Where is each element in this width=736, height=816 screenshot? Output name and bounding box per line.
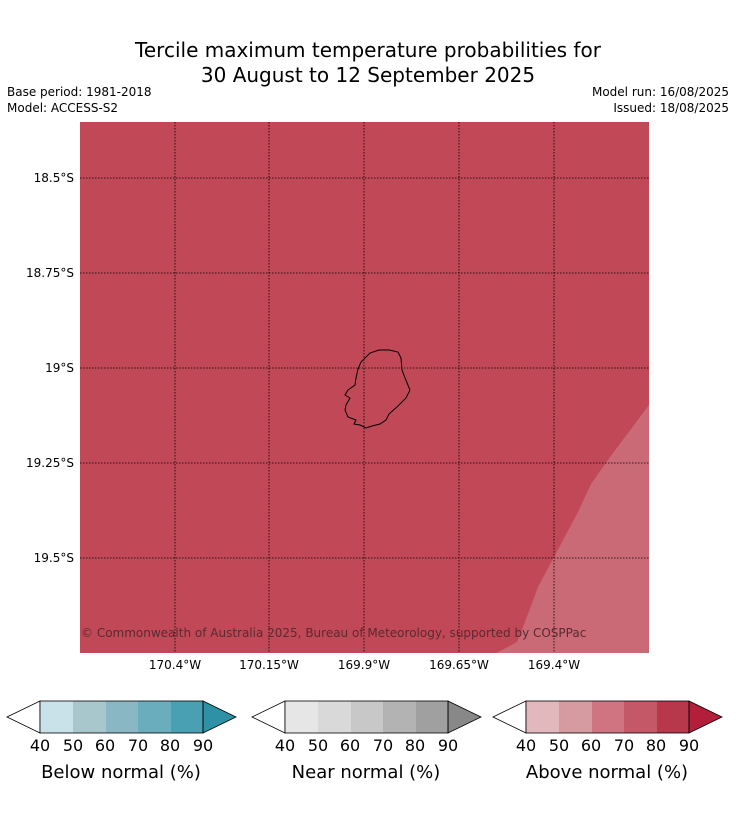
title-line-1: Tercile maximum temperature probabilitie… (135, 38, 601, 62)
lon-label: 170.15°W (239, 658, 299, 672)
colorbar-near (251, 700, 482, 734)
colorbar-high-extend (689, 701, 722, 733)
lat-label: 19.25°S (26, 456, 74, 470)
colorbar-segment (40, 701, 73, 733)
lon-label: 169.9°W (337, 658, 391, 672)
colorbar-segment (73, 701, 106, 733)
tick-label: 40 (274, 736, 296, 755)
colorbar-segment (657, 701, 689, 733)
lon-label: 169.65°W (429, 658, 489, 672)
colorbar-segment (285, 701, 318, 733)
lon-label: 169.4°W (527, 658, 581, 672)
colorbar-segment (592, 701, 624, 733)
colorbar-below-label: Below normal (%) (41, 762, 201, 783)
tick-label: 60 (94, 736, 116, 755)
colorbar-near-label: Near normal (%) (291, 762, 441, 783)
meta-right: Model run: 16/08/2025 Issued: 18/08/2025 (592, 84, 729, 116)
colorbar-above (492, 700, 723, 734)
colorbar-low-extend (6, 700, 41, 734)
tick-label: 40 (515, 736, 537, 755)
colorbar-segment (171, 701, 203, 733)
colorbar-low-extend (251, 700, 286, 734)
tick-label: 70 (372, 736, 394, 755)
colorbar-segment (526, 701, 559, 733)
colorbar-segment (383, 701, 416, 733)
lat-label: 19.5°S (33, 551, 74, 565)
colorbar-high-border (202, 700, 237, 734)
map-panel[interactable] (80, 122, 649, 653)
colorbar-above-label: Above normal (%) (525, 762, 689, 783)
model-run: Model run: 16/08/2025 (591, 85, 729, 99)
tick-label: 90 (678, 736, 700, 755)
lat-label: 18.5°S (33, 171, 74, 185)
base-period: Base period: 1981-2018 (7, 85, 152, 99)
model-name: Model: ACCESS-S2 (7, 101, 119, 115)
colorbar-high-border (447, 700, 482, 734)
colorbar-segment (416, 701, 448, 733)
colorbar-low-extend (492, 700, 527, 734)
colorbar-below (6, 700, 237, 734)
map-svg (80, 122, 649, 653)
copyright-notice: © Commonwealth of Australia 2025, Bureau… (81, 626, 587, 640)
tick-label: 80 (404, 736, 426, 755)
map-title: Tercile maximum temperature probabilitie… (0, 38, 736, 88)
title-line-2: 30 August to 12 September 2025 (200, 63, 536, 87)
colorbar-segment (318, 701, 351, 733)
probability-area-lighter (496, 405, 649, 653)
tick-label: 50 (548, 736, 570, 755)
colorbar-segment (138, 701, 171, 733)
tick-label: 60 (339, 736, 361, 755)
tick-label: 40 (29, 736, 51, 755)
tick-label: 70 (127, 736, 149, 755)
issued-date: Issued: 18/08/2025 (613, 101, 729, 115)
lon-label: 170.4°W (148, 658, 202, 672)
tick-label: 70 (613, 736, 635, 755)
lat-label: 18.75°S (26, 266, 74, 280)
tick-label: 60 (580, 736, 602, 755)
tick-label: 90 (192, 736, 214, 755)
colorbar-high-extend (448, 701, 481, 733)
colorbar-segment (624, 701, 657, 733)
colorbar-high-border (688, 700, 723, 734)
tick-label: 80 (159, 736, 181, 755)
lat-label: 19°S (45, 361, 74, 375)
colorbar-high-extend (203, 701, 236, 733)
tick-label: 80 (645, 736, 667, 755)
tick-label: 50 (62, 736, 84, 755)
graticule (80, 122, 649, 653)
tick-label: 50 (307, 736, 329, 755)
meta-left: Base period: 1981-2018 Model: ACCESS-S2 (7, 84, 152, 116)
colorbar-segment (351, 701, 383, 733)
colorbar-segment (559, 701, 592, 733)
tick-label: 90 (437, 736, 459, 755)
island-outline (344, 349, 411, 429)
colorbar-segment (106, 701, 138, 733)
